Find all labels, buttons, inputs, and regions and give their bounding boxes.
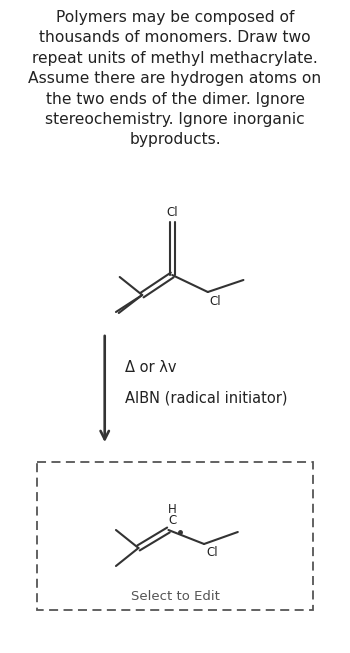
Text: Cl: Cl — [210, 295, 221, 308]
Text: Δ or λv: Δ or λv — [125, 360, 177, 375]
Text: AIBN (radical initiator): AIBN (radical initiator) — [125, 390, 288, 406]
Text: Polymers may be composed of
thousands of monomers. Draw two
repeat units of meth: Polymers may be composed of thousands of… — [28, 10, 322, 148]
Text: H: H — [168, 503, 176, 516]
Text: Select to Edit: Select to Edit — [131, 590, 219, 603]
Text: Cl: Cl — [207, 546, 218, 559]
Text: C: C — [168, 514, 176, 527]
Text: Cl: Cl — [166, 206, 178, 219]
